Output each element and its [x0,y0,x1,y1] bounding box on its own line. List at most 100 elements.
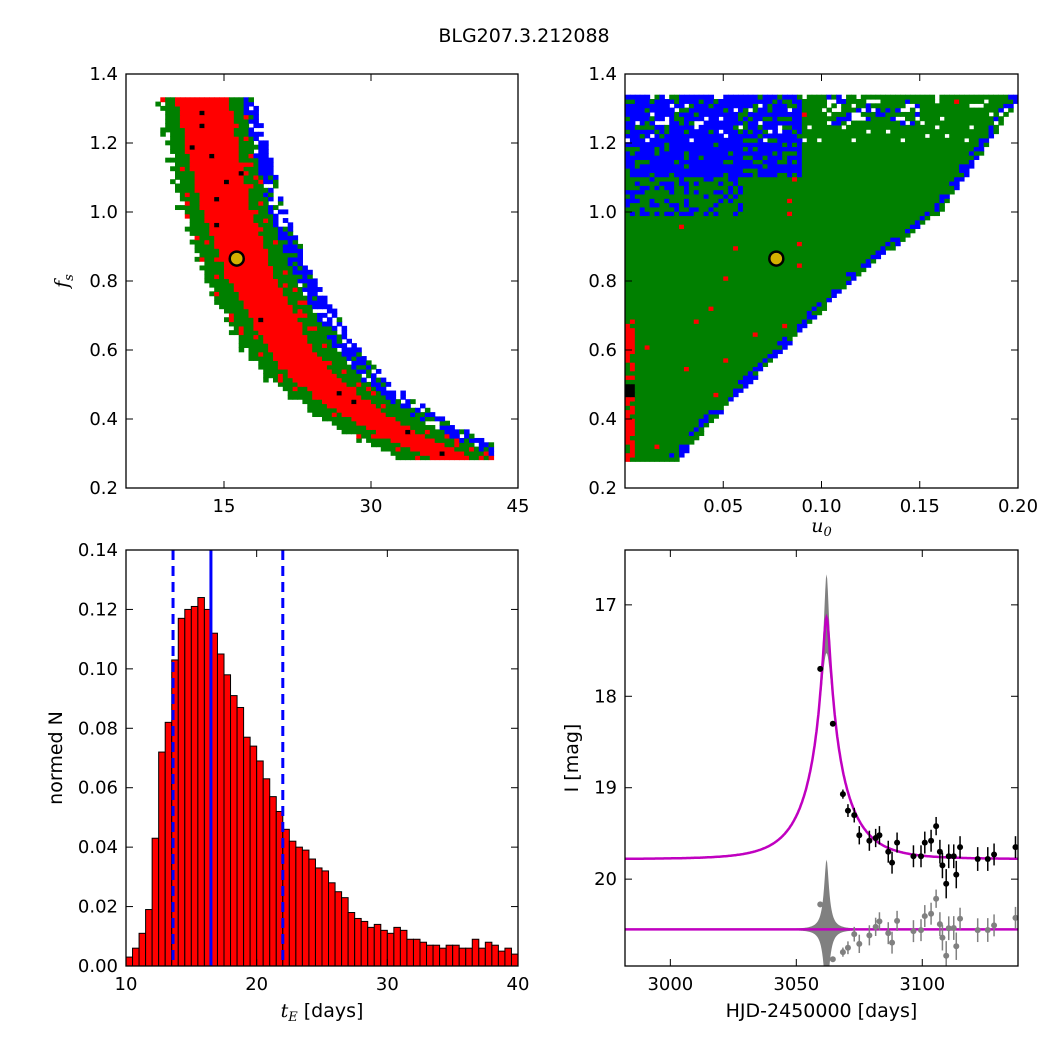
grid-cell-blue [444,425,450,430]
grid-cell-green [801,232,808,238]
grid-cell-red [194,110,201,116]
grid-cell-green [654,254,660,260]
grid-cell-green [429,425,436,430]
grid-cell-green [659,392,665,398]
grid-cell-red [277,312,284,318]
grid-cell-green [160,105,166,111]
grid-cell-green [649,293,656,298]
grid-cell-green [929,163,936,169]
grid-cell-green [870,150,877,156]
grid-cell-green [905,224,911,229]
grid-cell-red [282,304,289,310]
grid-cell-green [909,142,916,148]
grid-cell-black [199,110,205,116]
grid-cell-green [639,193,646,199]
grid-cell-blue [654,159,660,165]
grid-cell-green [698,314,705,320]
grid-cell-green [900,155,906,160]
grid-cell-red [449,455,455,461]
grid-cell-red [233,274,240,280]
grid-cell-blue [420,416,426,422]
grid-cell-blue [322,304,328,310]
grid-cell-green [752,219,759,225]
grid-cell-green [693,267,700,273]
grid-cell-red [224,222,230,228]
grid-cell-red [253,252,259,258]
grid-cell-green [850,249,857,255]
grid-cell-green [752,362,759,367]
grid-cell-red [292,373,299,379]
grid-cell-green [302,321,308,327]
grid-cell-green [664,344,670,350]
grid-cell-green [654,258,660,264]
grid-cell-red [199,205,205,211]
grid-cell-green [366,373,372,379]
grid-cell-blue [478,442,485,448]
grid-cell-green [895,163,901,169]
grid-cell-green [194,205,201,211]
grid-cell-blue [341,351,348,357]
grid-cell-blue [639,146,646,152]
grid-cell-green [395,450,401,456]
grid-cell-red [209,140,215,146]
grid-cell-green [782,267,788,273]
grid-cell-green [366,390,372,396]
grid-cell-green [703,297,710,303]
grid-cell-green [939,176,945,182]
grid-cell-green [634,193,641,199]
grid-cell-green [674,258,680,264]
grid-cell-green [380,442,387,448]
grid-cell-green [625,258,631,264]
grid-cell-green [821,237,828,242]
grid-cell-green [900,211,906,217]
grid-cell-green [644,413,651,419]
grid-cell-green [728,387,734,393]
grid-cell-red [199,118,205,124]
grid-cell-green [880,163,886,169]
grid-cell-green [767,228,773,234]
grid-cell-green [846,193,852,199]
grid-cell-green [258,205,264,211]
grid-cell-blue [258,123,264,129]
grid-cell-red [282,295,289,301]
grid-cell-green [752,211,759,217]
grid-cell-red [214,274,220,280]
grid-cell-blue [639,155,646,160]
grid-cell-red [179,101,186,107]
grid-cell-green [693,310,700,316]
grid-cell-green [679,357,685,363]
grid-cell-blue [390,394,397,400]
grid-cell-red [228,170,235,176]
grid-cell-green [634,306,641,311]
grid-cell-green [688,392,695,398]
grid-cell-red [395,437,401,443]
grid-cell-green [263,213,269,219]
grid-cell-red [277,295,284,301]
grid-cell-red [273,356,279,361]
grid-cell-green [683,306,690,311]
grid-cell-green [639,366,646,372]
grid-cell-green [826,267,832,273]
grid-cell-green [777,180,783,186]
grid-cell-green [669,392,675,398]
grid-cell-green [737,366,744,372]
grid-cell-blue [654,168,660,173]
grid-cell-blue [860,262,867,268]
grid-cell-green [175,157,181,163]
grid-cell-red [723,275,729,281]
grid-cell-green [629,400,636,406]
grid-cell-green [762,271,769,277]
grid-cell-blue [683,180,690,186]
grid-cell-green [698,362,705,367]
grid-cell-green [669,232,675,238]
grid-cell-green [708,280,715,286]
grid-cell-green [669,297,675,303]
grid-cell-red [228,149,235,154]
grid-cell-red [209,131,215,137]
grid-cell-green [336,364,343,370]
grid-cell-blue [331,312,338,318]
grid-cell-green [679,288,685,294]
grid-cell-green [723,327,729,333]
grid-cell-green [664,353,670,359]
grid-cell-green [434,433,441,439]
